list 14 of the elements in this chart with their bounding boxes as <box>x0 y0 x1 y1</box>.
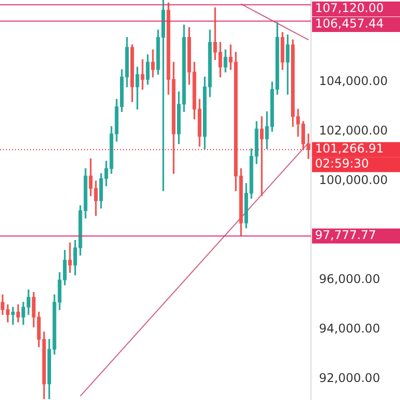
text: 02:59:30 <box>315 156 369 171</box>
y-tick-label: 104,000.00 <box>319 74 388 88</box>
ref-line-label: 101,266.91 <box>315 142 384 156</box>
y-tick-label: 94,000.00 <box>319 322 380 336</box>
ref-line-label: 97,777.77 <box>315 228 376 242</box>
y-tick-label: 92,000.00 <box>319 371 380 386</box>
candlestick <box>11 306 15 325</box>
y-tick-label: 102,000.00 <box>319 124 388 138</box>
ref-line-label: 106,457.44 <box>315 16 384 31</box>
y-tick-label: 100,000.00 <box>319 173 388 188</box>
ref-line-label: 107,120.00 <box>315 1 384 16</box>
y-tick-label: 96,000.00 <box>319 272 380 286</box>
candlestick <box>140 59 144 90</box>
candlestick <box>68 242 72 273</box>
